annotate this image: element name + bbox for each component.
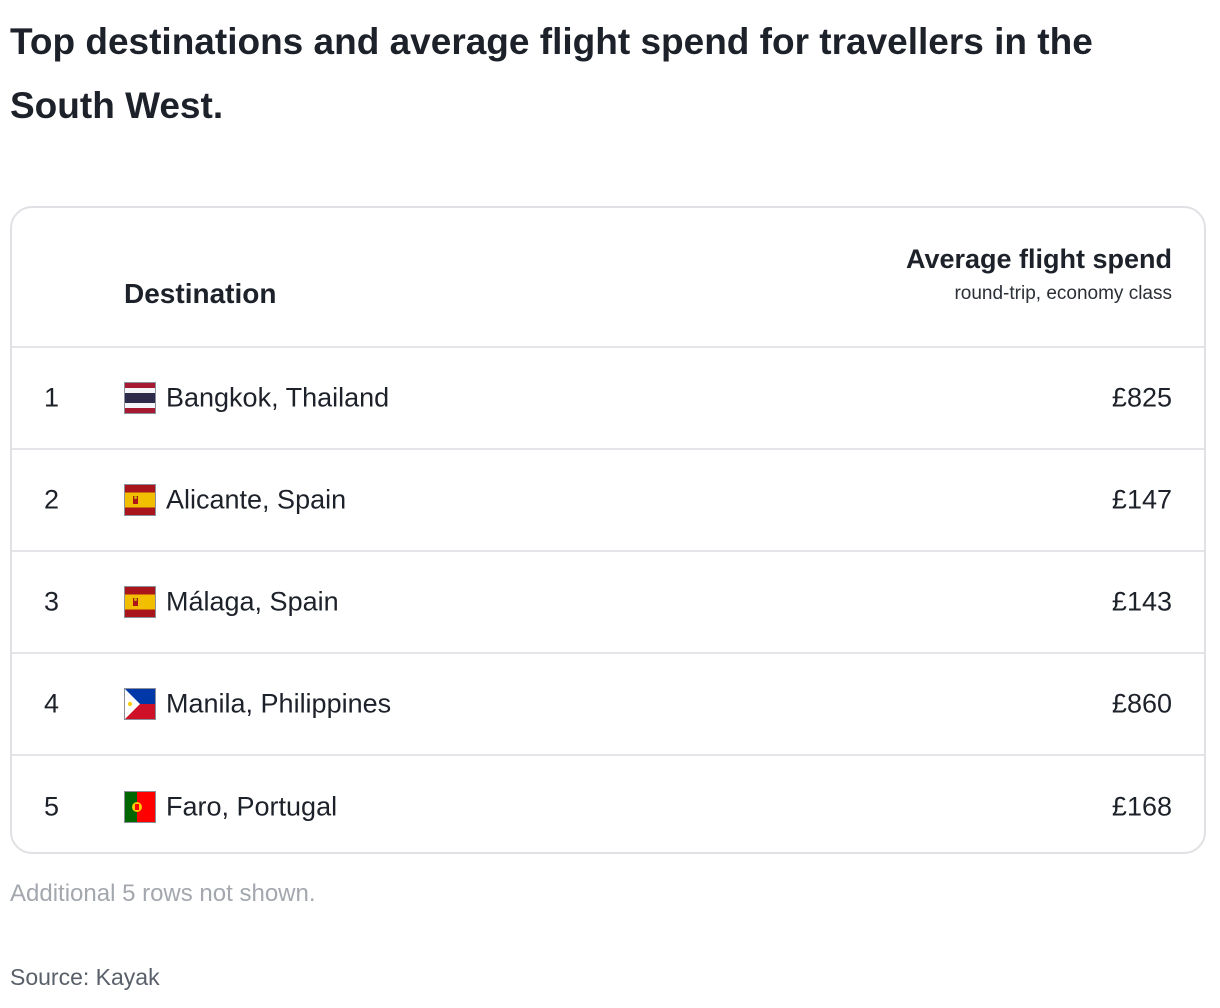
table-row: 1 Bangkok, Thailand £825 [12,348,1204,450]
rows-hidden-note: Additional 5 rows not shown. [10,880,316,907]
row-rank: 3 [44,586,60,617]
row-spend: £147 [1111,484,1172,515]
table-row: 4 Manila, Philippines £860 [12,654,1204,756]
row-destination: Faro, Portugal [166,791,338,822]
row-destination: Manila, Philippines [166,688,392,719]
source-note: Source: Kayak [10,964,160,990]
row-destination: Málaga, Spain [166,586,339,617]
row-rank: 5 [44,791,60,822]
page-title: Top destinations and average flight spen… [10,21,1093,126]
row-rank: 2 [44,484,60,515]
table-header: Destination Average flight spend round-t… [12,208,1204,348]
row-destination: Bangkok, Thailand [166,382,390,413]
row-spend: £860 [1111,688,1172,719]
table-row: 2 Alicante, Spain £147 [12,450,1204,552]
row-spend: £168 [1111,791,1172,822]
spain-flag-icon [124,484,156,516]
spend-column-header: Average flight spend round-trip, economy… [906,242,1172,308]
row-spend: £143 [1111,586,1172,617]
row-rank: 1 [44,382,60,413]
spend-column-title: Average flight spend [905,244,1172,274]
philippines-flag-icon [124,688,156,720]
portugal-flag-icon [124,791,156,823]
table-row: 5 Faro, Portugal £168 [12,756,1204,852]
row-rank: 4 [44,688,60,719]
destination-column-header: Destination [124,278,277,309]
destinations-table: Destination Average flight spend round-t… [10,206,1206,854]
thailand-flag-icon [124,382,156,414]
row-spend: £825 [1111,382,1172,413]
spain-flag-icon [124,586,156,618]
table-row: 3 Málaga, Spain £143 [12,552,1204,654]
spend-column-subtitle: round-trip, economy class [954,283,1172,304]
row-destination: Alicante, Spain [166,484,347,515]
